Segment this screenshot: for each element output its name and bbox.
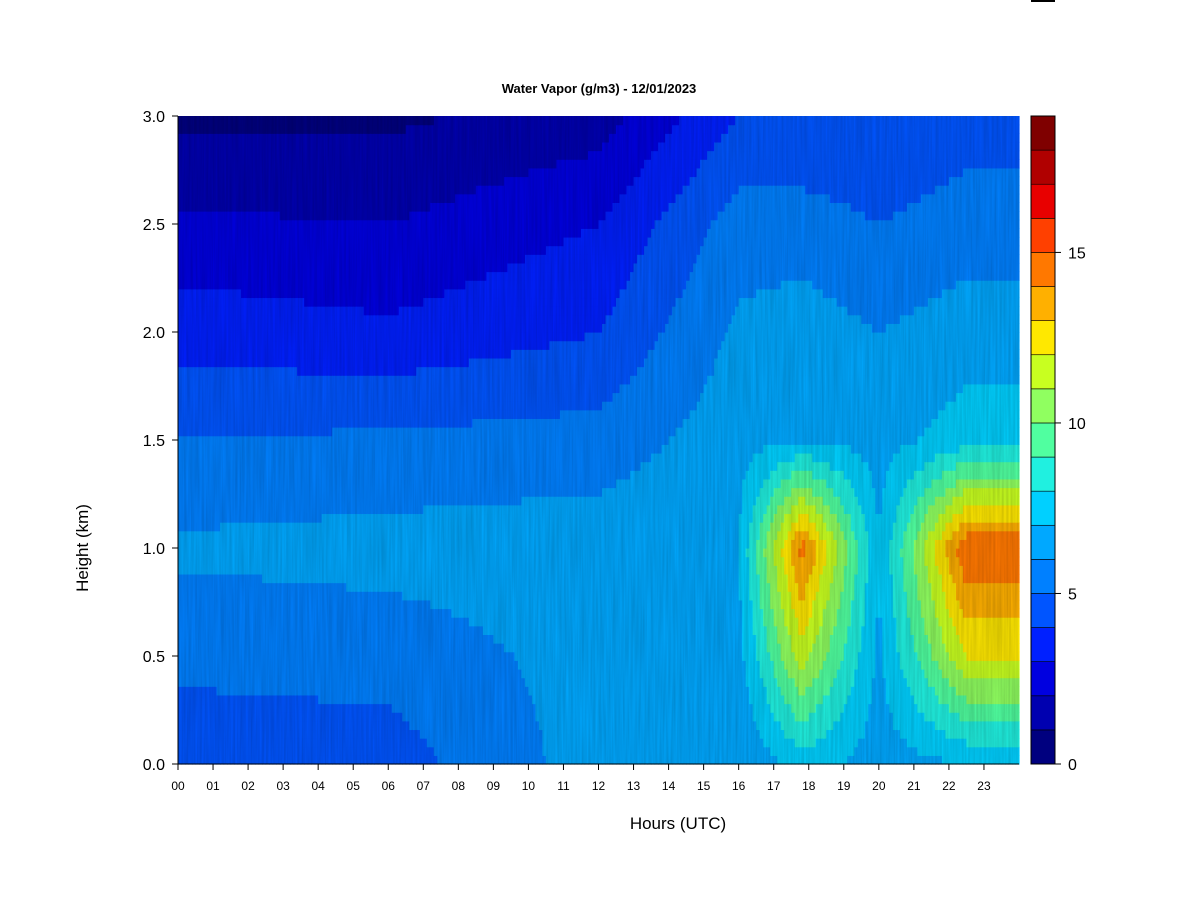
chart-title: Water Vapor (g/m3) - 12/01/2023 bbox=[502, 81, 697, 96]
